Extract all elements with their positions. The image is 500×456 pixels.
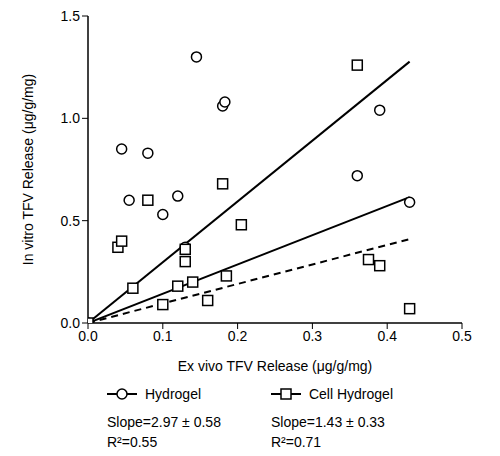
- html-text:Slope=1.43 ± 0.33: Slope=1.43 ± 0.33: [271, 414, 385, 430]
- svg-text:0.0: 0.0: [61, 315, 81, 331]
- html-text:Hydrogel: Hydrogel: [145, 386, 201, 402]
- svg-text:1.0: 1.0: [61, 110, 81, 126]
- svg-text:0.5: 0.5: [61, 213, 81, 229]
- svg-text:0.1: 0.1: [153, 328, 173, 344]
- svg-text:0.5: 0.5: [452, 328, 472, 344]
- html-text:R²=0.71: R²=0.71: [271, 434, 322, 450]
- svg-text:0.4: 0.4: [377, 328, 397, 344]
- svg-text:1.5: 1.5: [61, 8, 81, 24]
- svg-text:0.3: 0.3: [303, 328, 323, 344]
- svg-text:In vitro TFV Release (μg/g/mg): In vitro TFV Release (μg/g/mg): [20, 74, 36, 265]
- html-text:Slope=2.97 ± 0.58: Slope=2.97 ± 0.58: [107, 414, 221, 430]
- svg-text:0.2: 0.2: [228, 328, 248, 344]
- svg-text:Ex vivo TFV Release (μg/g/mg): Ex vivo TFV Release (μg/g/mg): [178, 358, 373, 374]
- html-text:Cell Hydrogel: Cell Hydrogel: [309, 386, 393, 402]
- html-text:R²=0.55: R²=0.55: [107, 434, 158, 450]
- svg-text:0.0: 0.0: [78, 328, 98, 344]
